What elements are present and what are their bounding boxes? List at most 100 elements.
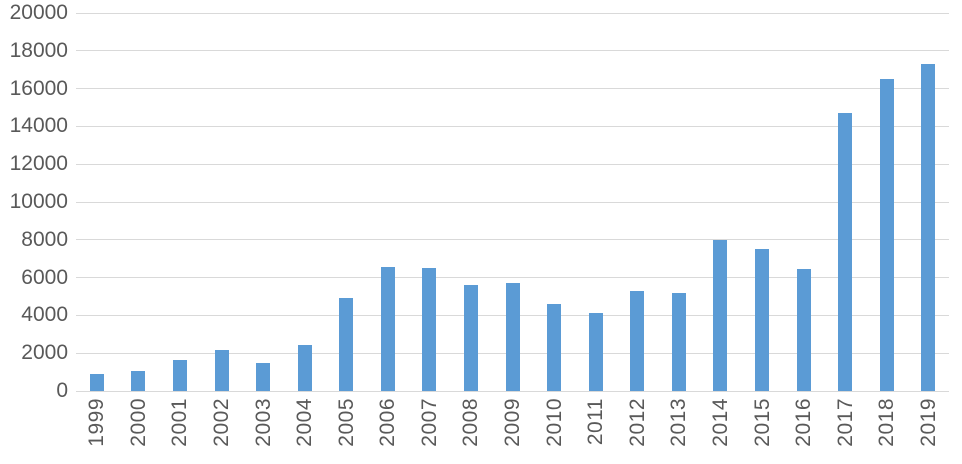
gridline-12000 (76, 163, 949, 165)
x-tick-label-2004: 2004 (293, 398, 317, 447)
x-tick-label-2000: 2000 (126, 398, 150, 447)
bar-cell-2006 (367, 13, 409, 391)
gridline-6000 (76, 277, 949, 279)
bar-cell-2001 (159, 13, 201, 391)
bar-2018 (879, 79, 894, 391)
x-tick-label-2006: 2006 (376, 398, 400, 447)
bar-cell-2018 (866, 13, 908, 391)
bar-cell-2011 (575, 13, 617, 391)
bar-2004 (297, 345, 312, 391)
x-tick-label-2011: 2011 (584, 398, 608, 446)
x-label-cell-2004: 2004 (284, 398, 326, 447)
bar-2002 (214, 350, 229, 391)
x-tick-label-2001: 2001 (168, 398, 192, 447)
plot-area (76, 12, 950, 392)
bar-cell-2004 (284, 13, 326, 391)
x-label-cell-2016: 2016 (783, 398, 825, 447)
x-tick-label-2010: 2010 (542, 398, 566, 447)
bar-cell-2012 (617, 13, 659, 391)
y-tick-label-18000: 18000 (9, 38, 68, 62)
x-label-cell-2015: 2015 (741, 398, 783, 447)
x-tick-label-2013: 2013 (667, 398, 691, 447)
y-tick-label-6000: 6000 (21, 265, 68, 289)
x-label-cell-2009: 2009 (492, 398, 534, 447)
x-tick-label-2003: 2003 (251, 398, 275, 447)
bar-2003 (256, 363, 271, 391)
bar-2011 (588, 313, 603, 391)
y-tick-label-8000: 8000 (21, 227, 68, 251)
bar-cell-2017 (824, 13, 866, 391)
bar-2015 (755, 249, 770, 391)
y-axis: 0 2000 4000 6000 8000 10000 12000 14000 16000 180… (0, 2, 68, 401)
bar-2013 (671, 293, 686, 391)
x-label-cell-2002: 2002 (201, 398, 243, 447)
gridline-0 (76, 390, 949, 392)
bar-2019 (921, 64, 936, 391)
x-tick-label-2014: 2014 (708, 398, 732, 447)
gridline-16000 (76, 88, 949, 90)
bar-cell-2010 (533, 13, 575, 391)
x-label-cell-2001: 2001 (159, 398, 201, 447)
bar-cell-2013 (658, 13, 700, 391)
bar-2014 (713, 240, 728, 391)
bar-2005 (339, 298, 354, 391)
x-label-cell-2017: 2017 (824, 398, 866, 447)
x-label-cell-2013: 2013 (658, 398, 700, 447)
bar-2012 (630, 291, 645, 391)
bar-2010 (547, 304, 562, 391)
x-tick-label-2005: 2005 (334, 398, 358, 447)
x-label-cell-2008: 2008 (450, 398, 492, 447)
x-tick-label-2008: 2008 (459, 398, 483, 447)
bar-2006 (380, 267, 395, 391)
y-tick-label-12000: 12000 (9, 152, 68, 176)
bar-cell-2003 (242, 13, 284, 391)
x-tick-label-2016: 2016 (792, 398, 816, 447)
x-tick-label-2015: 2015 (750, 398, 774, 447)
y-tick-label-20000: 20000 (9, 1, 68, 25)
bar-cell-1999 (76, 13, 118, 391)
gridline-18000 (76, 50, 949, 52)
gridline-20000 (76, 12, 949, 14)
gridline-14000 (76, 125, 949, 127)
gridline-8000 (76, 239, 949, 241)
y-tick-label-2000: 2000 (21, 341, 68, 365)
y-tick-label-10000: 10000 (9, 190, 68, 214)
x-label-cell-1999: 1999 (76, 398, 118, 447)
x-label-cell-2003: 2003 (242, 398, 284, 447)
x-tick-label-2018: 2018 (875, 398, 899, 447)
x-label-cell-2000: 2000 (118, 398, 160, 447)
x-tick-label-2007: 2007 (417, 398, 441, 447)
bar-2008 (463, 285, 478, 391)
bar-2016 (796, 269, 811, 391)
bar-2000 (131, 371, 146, 391)
y-tick-label-14000: 14000 (9, 114, 68, 138)
bar-cell-2014 (700, 13, 742, 391)
bar-1999 (89, 374, 104, 391)
x-label-cell-2018: 2018 (866, 398, 908, 447)
bar-cell-2019 (908, 13, 950, 391)
bar-2017 (838, 113, 853, 391)
bar-cell-2009 (492, 13, 534, 391)
x-tick-label-2017: 2017 (833, 398, 857, 447)
x-tick-label-1999: 1999 (85, 398, 109, 447)
bar-2009 (505, 283, 520, 391)
y-tick-label-16000: 16000 (9, 76, 68, 100)
bar-cell-2008 (450, 13, 492, 391)
y-tick-label-4000: 4000 (21, 303, 68, 327)
bar-cell-2000 (118, 13, 160, 391)
x-tick-label-2019: 2019 (916, 398, 940, 447)
x-tick-label-2012: 2012 (625, 398, 649, 447)
x-label-cell-2006: 2006 (367, 398, 409, 447)
x-label-cell-2007: 2007 (409, 398, 451, 447)
x-tick-label-2002: 2002 (210, 398, 234, 447)
x-label-cell-2005: 2005 (325, 398, 367, 447)
x-label-cell-2011: 2011 (575, 398, 617, 447)
y-tick-label-0: 0 (56, 379, 68, 403)
x-label-cell-2019: 2019 (908, 398, 950, 447)
gridline-10000 (76, 201, 949, 203)
bar-cell-2015 (741, 13, 783, 391)
bar-cell-2002 (201, 13, 243, 391)
x-label-cell-2012: 2012 (617, 398, 659, 447)
bar-cell-2007 (409, 13, 451, 391)
